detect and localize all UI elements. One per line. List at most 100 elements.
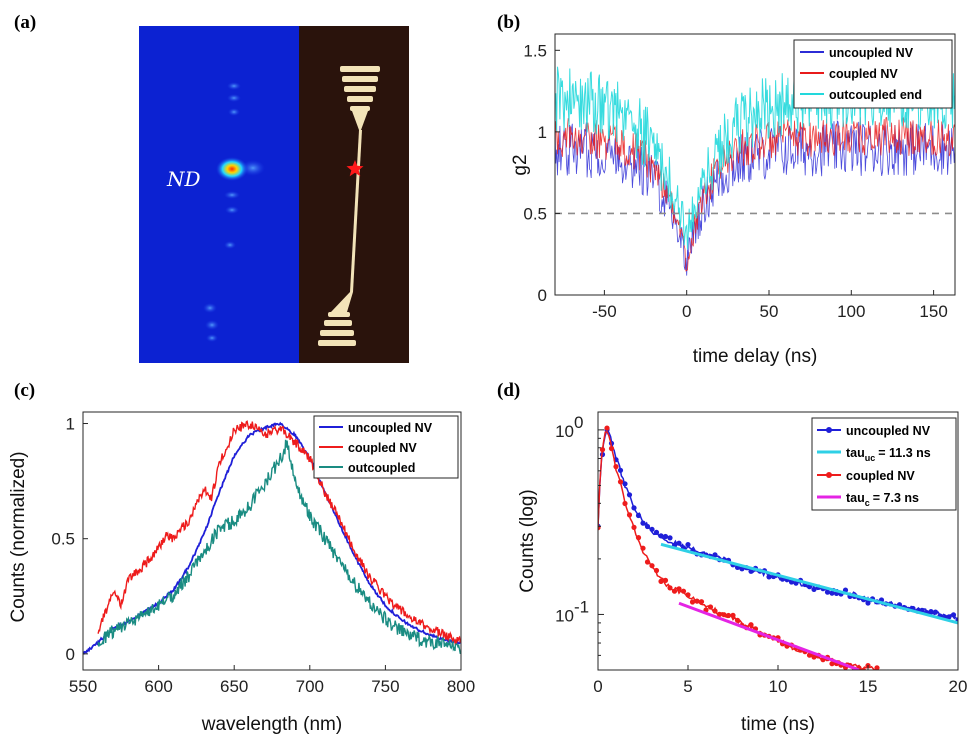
legend-marker-d-2 [826,472,832,478]
plot-frame-b [554,33,956,296]
lifetime-point-2 [860,667,867,670]
spectrum-series-2 [97,439,461,655]
fluorescence-fringes [203,82,265,342]
lifetime-point-2 [658,578,664,585]
legend-label-d-1: tauuc = 11.3 ns [846,446,931,463]
x-tick-label-d-0: 0 [593,677,602,696]
spectrum-series-0 [83,421,461,655]
lifetime-fit-3 [678,601,860,670]
legend-c: uncoupled NV coupled NV outcoupled [313,415,459,479]
legend-label-d-1-sub: uc [865,453,876,463]
g2-series-0 [555,120,955,276]
x-tick-label-b-2: 50 [760,302,779,321]
lifetime-point-2 [613,464,619,470]
lifetime-point-2 [811,654,817,660]
nv-position-marker [346,160,364,177]
lifetime-point-2 [707,604,714,610]
lifetime-point-2 [617,479,624,485]
lifetime-point-2 [712,608,718,614]
lifetime-point-0 [865,600,871,606]
lifetime-point-0 [932,609,939,615]
legend-label-d-2: coupled NV [846,469,915,483]
x-tick-label-c-0: 550 [69,677,97,696]
y-axis-label-c: Counts (normalized) [8,451,29,622]
lifetime-point-0 [653,529,660,536]
legend-label-c-1: coupled NV [348,441,417,455]
legend-label-d-1-rest: = 11.3 ns [878,446,931,460]
legend-label-b-1: coupled NV [829,67,898,81]
y-tick-label-b-2: 1 [538,123,547,142]
y-tick-label-b-3: 1.5 [523,41,547,60]
g2-series-1 [555,116,955,272]
lifetime-point-0 [811,586,817,593]
lifetime-point-0 [824,589,831,595]
legend-marker-d-0 [826,427,832,433]
lifetime-point-2 [662,577,669,584]
lifetime-point-2 [653,567,660,574]
y-tick-exp-d-1: -1 [574,597,589,616]
y-tick-label-d-0: 10 [555,422,574,441]
lifetime-point-0 [662,533,669,540]
spectrum-series-1 [97,420,461,645]
lifetime-point-0 [676,540,682,546]
sem-image [299,26,409,363]
lifetime-point-0 [766,574,772,580]
legend-label-d-1-main: tau [846,446,865,460]
lifetime-fit-1 [660,542,958,625]
lifetime-point-2 [640,545,646,551]
lifetime-point-0 [644,523,651,530]
lifetime-point-0 [631,505,637,511]
lifetime-point-0 [748,568,754,574]
x-tick-label-c-4: 750 [371,677,399,696]
legend-d: uncoupled NV tauuc = 11.3 ns coupled NV t… [811,417,957,511]
lifetime-point-0 [667,535,673,541]
nd-annotation: ND [166,167,201,191]
lifetime-point-0 [928,609,934,615]
x-tick-label-c-2: 650 [220,677,248,696]
legend-label-d-0: uncoupled NV [846,424,931,438]
lifetime-point-2 [671,588,678,594]
legend-label-c-0: uncoupled NV [348,421,433,435]
lifetime-point-0 [829,590,835,596]
lifetime-point-0 [946,614,952,620]
x-axis-label-c: wavelength (nm) [201,714,342,735]
lifetime-point-2 [685,592,691,598]
x-axis-label-b: time delay (ns) [693,346,818,367]
lifetime-point-2 [806,652,813,658]
lifetime-point-0 [658,533,664,539]
y-tick-label-c-2: 1 [66,415,75,434]
lifetime-point-0 [635,512,642,519]
lifetime-point-2 [604,425,610,431]
panel-label-d: (d) [497,380,520,401]
lifetime-point-2 [716,611,723,618]
lifetime-point-2 [622,500,628,507]
nd-emission-spot [216,157,248,181]
lifetime-point-2 [649,563,655,569]
y-tick-label-b-1: 0.5 [523,204,547,223]
y-tick-exp-d-0: 0 [574,413,583,432]
x-tick-label-d-1: 5 [683,677,692,696]
g2-series-2 [555,63,955,250]
lifetime-point-2 [725,612,732,619]
legend-label-b-0: uncoupled NV [829,46,914,60]
x-tick-label-d-3: 15 [859,677,878,696]
lifetime-point-2 [829,661,835,667]
lifetime-point-2 [698,599,705,605]
lifetime-point-2 [680,588,687,594]
x-tick-label-c-3: 700 [296,677,324,696]
y-tick-label-c-0: 0 [66,645,75,664]
legend-label-d-3-main: tau [846,491,865,505]
panel-label-b: (b) [497,12,520,33]
panel-label-a: (a) [14,12,36,33]
lifetime-point-2 [730,612,736,619]
x-tick-label-d-2: 10 [769,677,788,696]
x-tick-label-b-4: 150 [919,302,947,321]
plot-frame-c [82,411,462,671]
x-tick-label-c-5: 800 [447,677,475,696]
legend-b: uncoupled NV coupled NV outcoupled end [793,39,953,109]
panel-label-c: (c) [14,380,35,401]
legend-label-d-3: tauc = 7.3 ns [846,491,919,508]
fluorescence-map [139,26,299,363]
x-tick-label-b-0: -50 [592,302,617,321]
x-tick-label-c-1: 600 [144,677,172,696]
